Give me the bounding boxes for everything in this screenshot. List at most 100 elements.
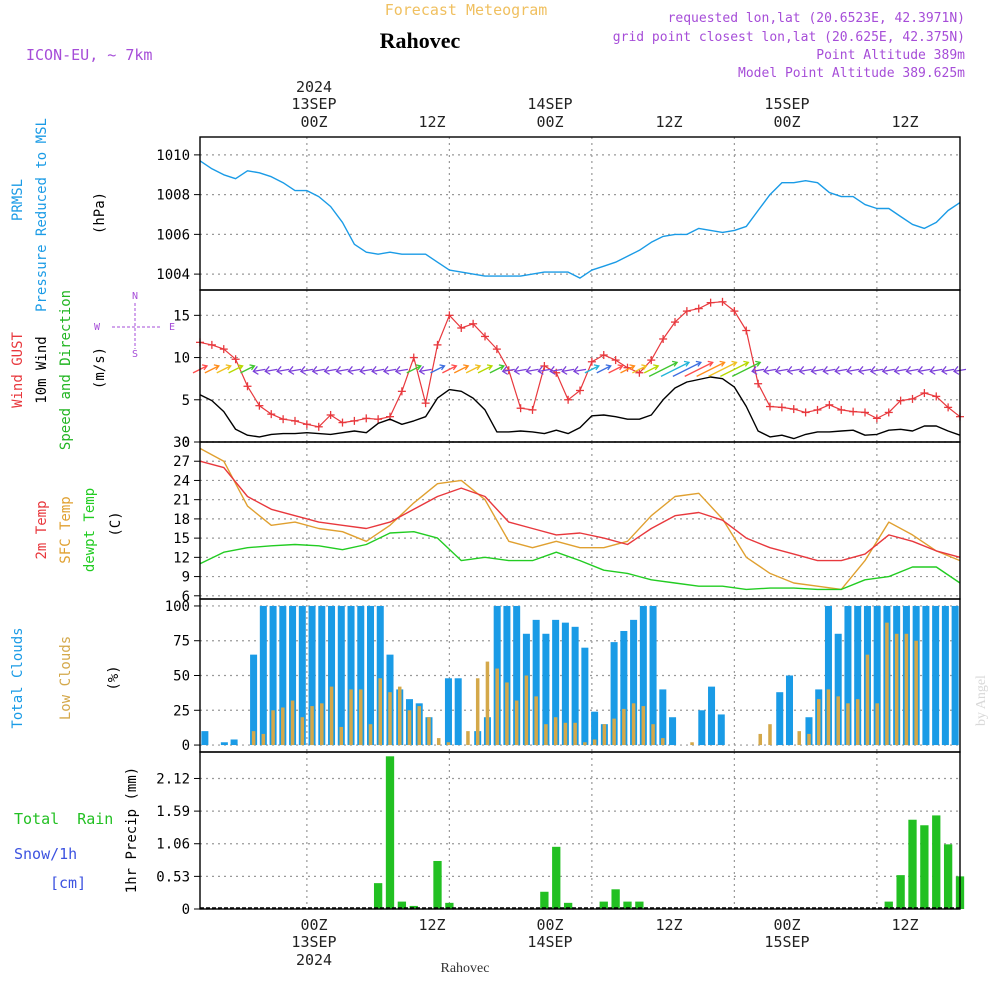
total-clouds-bar [717, 714, 725, 746]
wind-direction-arrow [430, 365, 445, 374]
wind-direction-arrow-head [834, 365, 841, 375]
wind-direction-arrow-head [335, 365, 342, 375]
precip-bar [932, 815, 941, 909]
y-tick-label: 1006 [156, 227, 190, 243]
precip-bar [943, 844, 953, 909]
wind-direction-arrow [942, 368, 955, 373]
gust-line [199, 301, 961, 428]
wind-direction-arrow [216, 365, 232, 374]
pressure-label-1: PRMSL [10, 179, 26, 221]
low-clouds-bar [397, 686, 402, 746]
wind-direction-arrow-head [707, 360, 714, 367]
wind-direction-arrow-head [213, 364, 221, 371]
wind-direction-arrow-head [439, 364, 446, 371]
wind-direction-arrow-head [264, 365, 271, 375]
wind-direction-arrow-head [751, 365, 758, 375]
wind-direction-arrow-head [311, 365, 319, 375]
low-clouds-bar [349, 689, 353, 746]
wind-direction-arrow-head [383, 365, 390, 375]
top-hour-4: 12Z [655, 113, 682, 131]
frame-layer: 1004100610081010051015691215182124273002… [156, 136, 961, 918]
total-clouds-bar [669, 717, 677, 746]
total-clouds-bar [649, 605, 657, 746]
wind-direction-arrow-head [695, 360, 703, 367]
top-day-3: 15SEP [764, 95, 809, 113]
wind-direction-arrow-head [653, 364, 660, 371]
temp2m-label: 2m Temp [34, 500, 50, 559]
y-tick-label: 12 [173, 550, 190, 566]
wind-direction-arrow-head [371, 365, 378, 375]
total-clouds-bar [532, 619, 540, 746]
panel-frame-2 [199, 289, 961, 443]
wind-direction-arrow-head [537, 365, 544, 375]
total-clouds-bar [552, 619, 560, 746]
y-tick-label: 21 [173, 493, 190, 509]
wind-direction-arrow [752, 368, 765, 373]
total-clouds-bar [201, 731, 209, 746]
total-clouds-bar [834, 633, 842, 746]
low-clouds-bar [378, 678, 383, 746]
wind-direction-arrow-head [415, 364, 422, 371]
wind-direction-arrow [360, 368, 373, 373]
wind-direction-arrow [253, 368, 266, 373]
bottom-day-2: 14SEP [527, 933, 572, 951]
total-clouds-bar [279, 605, 287, 746]
wind-direction-arrow [906, 368, 919, 373]
total-clouds-bar [659, 689, 667, 746]
wind-direction-arrow-head [953, 365, 960, 375]
wind-direction-arrow [632, 365, 647, 374]
wind-direction-arrow-head [593, 364, 601, 371]
wind-direction-arrow [453, 365, 469, 374]
wind-direction-arrow [882, 368, 895, 373]
bottom-day-3: 15SEP [764, 933, 809, 951]
precip-bar [635, 901, 644, 909]
total-clouds-bar [561, 622, 569, 746]
wind-direction-arrow [300, 368, 313, 373]
wind-direction-arrow-head [525, 365, 532, 375]
wind-direction-arrow [538, 368, 551, 373]
wind-direction-arrow [708, 361, 737, 377]
wind-direction-arrow [526, 368, 539, 373]
rain-legend: Total Rain [14, 810, 113, 828]
total-clouds-bar [776, 692, 784, 746]
wind-direction-arrow [720, 361, 749, 377]
low-clouds-bar [573, 722, 577, 746]
wind-direction-arrow [918, 368, 931, 373]
low-clouds-bar [602, 724, 607, 746]
wind-direction-arrow-head [513, 365, 520, 375]
low-clouds-bar [485, 661, 490, 746]
low-clouds-bar [417, 706, 421, 746]
low-clouds-bar [592, 739, 597, 746]
wind-direction-arrow [419, 368, 432, 373]
low-clouds-bar [329, 686, 334, 746]
total-clouds-bar [444, 678, 452, 746]
wind-direction-arrow [811, 368, 824, 373]
wind-direction-arrow-head [743, 360, 750, 367]
wind-direction-arrow-head [763, 365, 770, 375]
low-clouds-bar [563, 722, 568, 746]
wind-direction-arrow [643, 365, 659, 374]
low-clouds-bar [826, 689, 831, 746]
compass-n: N [132, 291, 138, 302]
total-clouds-bar [269, 605, 277, 746]
total-clouds-bar [503, 605, 511, 746]
wind-direction-arrow [573, 368, 587, 373]
wind-direction-arrow-head [474, 364, 482, 371]
total-clouds-bar [318, 605, 326, 746]
total-clouds-bar [328, 605, 336, 746]
precip-bar [599, 901, 608, 909]
precip-bar [552, 846, 561, 909]
wind-direction-arrow [395, 368, 408, 373]
total-clouds-bar [289, 605, 297, 746]
low-clouds-bar [622, 708, 626, 746]
bottom-hour-4: 12Z [655, 916, 682, 934]
wind-direction-arrow-head [719, 360, 726, 367]
wind-direction-arrow [731, 361, 761, 377]
low-clouds-bar [446, 742, 451, 746]
total-clouds-bar [337, 605, 345, 746]
y-tick-label: 50 [173, 669, 190, 685]
top-day-1: 13SEP [291, 95, 336, 113]
total-clouds-bar [581, 647, 589, 746]
low-clouds-bar [339, 726, 344, 746]
